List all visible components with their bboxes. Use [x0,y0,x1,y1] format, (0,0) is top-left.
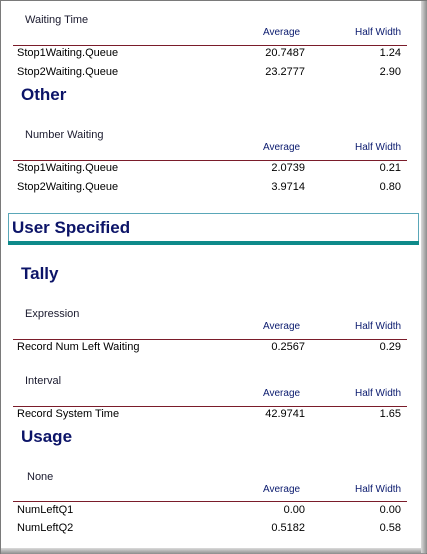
header-rule [13,406,407,407]
header-rule [13,160,407,161]
group-title-none: None [27,471,54,483]
row-average: 23.2777 [265,66,305,78]
row-half-width: 1.65 [379,408,401,420]
col-header-half-width: Half Width [355,321,402,332]
row-half-width: 0.00 [379,504,401,516]
group-title-interval: Interval [25,375,62,387]
group-title-expression: Expression [25,308,80,320]
col-header-half-width: Half Width [355,142,402,153]
col-header-average: Average [263,142,301,153]
row-half-width: 0.80 [379,181,401,193]
row-name: NumLeftQ1 [17,504,74,516]
row-average: 3.9714 [271,181,305,193]
row-name: Stop1Waiting.Queue [17,162,119,174]
col-header-half-width: Half Width [355,484,402,495]
section-heading-other: Other [21,85,67,104]
row-average: 0.5182 [271,522,305,534]
row-half-width: 0.21 [379,162,401,174]
user-specified-underline [8,241,419,245]
header-rule [13,501,407,502]
row-name: Record Num Left Waiting [17,341,140,353]
row-half-width: 2.90 [379,66,401,78]
section-heading-usage: Usage [21,427,73,446]
row-half-width: 1.24 [379,47,401,59]
row-average: 0.2567 [271,341,305,353]
row-name: NumLeftQ2 [17,522,74,534]
row-name: Stop1Waiting.Queue [17,47,119,59]
col-header-average: Average [263,484,301,495]
row-name: Record System Time [17,408,120,420]
row-name: Stop2Waiting.Queue [17,181,119,193]
row-name: Stop2Waiting.Queue [17,66,119,78]
row-average: 42.9741 [265,408,305,420]
row-half-width: 0.58 [379,522,401,534]
col-header-half-width: Half Width [355,388,402,399]
col-header-average: Average [263,27,301,38]
section-heading-tally: Tally [21,264,59,283]
header-rule [13,45,407,46]
row-average: 2.0739 [271,162,305,174]
row-average: 20.7487 [265,47,305,59]
col-header-half-width: Half Width [355,27,402,38]
col-header-average: Average [263,321,301,332]
col-header-average: Average [263,388,301,399]
row-half-width: 0.29 [379,341,401,353]
header-rule [13,339,407,340]
group-title-waiting-time: Waiting Time [25,14,89,26]
row-average: 0.00 [283,504,305,516]
group-title-number-waiting: Number Waiting [25,129,104,141]
user-specified-box [8,213,419,241]
section-heading-user-specified: User Specified [12,218,131,237]
